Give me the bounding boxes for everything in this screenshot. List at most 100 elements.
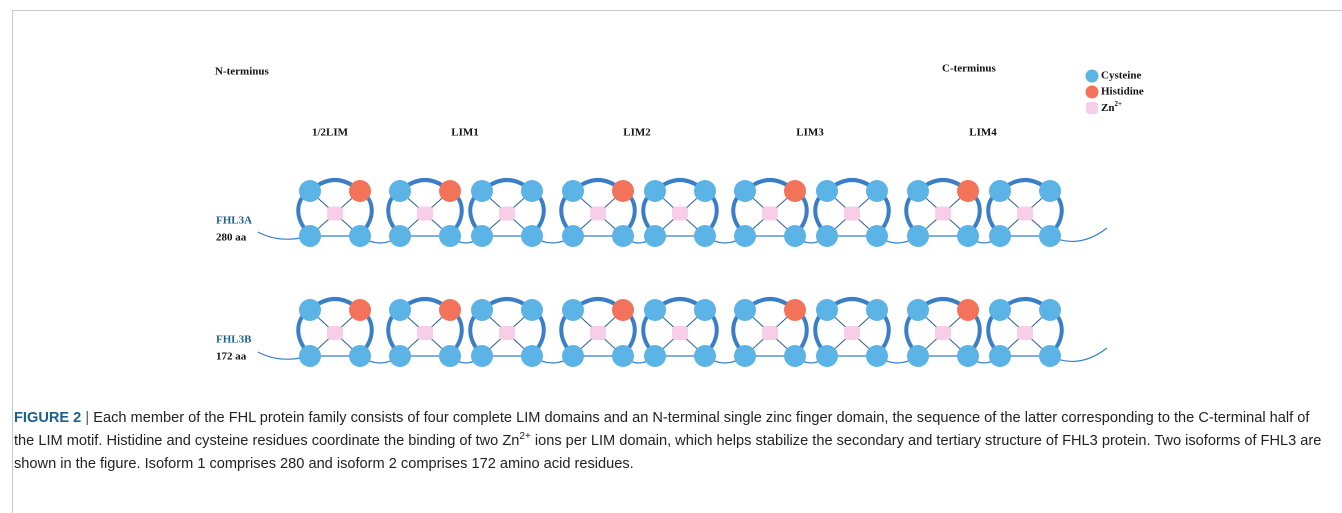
- cysteine: [694, 345, 716, 367]
- cysteine: [521, 225, 543, 247]
- cysteine: [521, 299, 543, 321]
- domain-label: 1/2LIM: [312, 127, 349, 139]
- cysteine: [1039, 345, 1061, 367]
- cysteine: [1039, 180, 1061, 202]
- legend-label: Histidine: [1101, 86, 1144, 98]
- legend-marker: [1086, 102, 1098, 114]
- cysteine: [816, 299, 838, 321]
- cysteine: [989, 180, 1011, 202]
- cysteine: [816, 225, 838, 247]
- page: N-terminus C-terminus Cysteine Histidine…: [0, 0, 1342, 513]
- legend-marker: [1086, 86, 1099, 99]
- cysteine: [612, 225, 634, 247]
- cysteine: [439, 345, 461, 367]
- cysteine: [734, 225, 756, 247]
- cysteine: [439, 225, 461, 247]
- cysteine: [644, 345, 666, 367]
- cysteine: [389, 180, 411, 202]
- cysteine: [989, 345, 1011, 367]
- zinc-ion: [762, 207, 778, 221]
- cysteine: [471, 180, 493, 202]
- caption-separator: |: [85, 410, 89, 426]
- cysteine: [866, 180, 888, 202]
- zinc-ion: [499, 207, 515, 221]
- zinc-ion: [327, 207, 343, 221]
- cysteine: [1039, 225, 1061, 247]
- diagram: N-terminus C-terminus Cysteine Histidine…: [0, 0, 1342, 400]
- cysteine: [866, 299, 888, 321]
- domain-label: LIM2: [623, 127, 651, 139]
- zinc-ion: [844, 326, 860, 340]
- cysteine: [1039, 299, 1061, 321]
- cysteine: [299, 180, 321, 202]
- histidine: [612, 180, 634, 202]
- isoform-length: 172 aa: [216, 351, 247, 363]
- domain-label: LIM1: [451, 127, 479, 139]
- cysteine: [907, 345, 929, 367]
- backbone: [258, 228, 1107, 243]
- cysteine: [612, 345, 634, 367]
- cysteine: [957, 345, 979, 367]
- cysteine: [784, 345, 806, 367]
- zinc-ion: [762, 326, 778, 340]
- cysteine: [471, 299, 493, 321]
- zinc-ion: [327, 326, 343, 340]
- legend-label: Cysteine: [1101, 70, 1141, 82]
- zinc-ion: [672, 207, 688, 221]
- cysteine: [644, 225, 666, 247]
- histidine: [349, 299, 371, 321]
- cysteine: [644, 299, 666, 321]
- cysteine: [816, 180, 838, 202]
- cysteine: [734, 180, 756, 202]
- cysteine: [299, 225, 321, 247]
- histidine: [349, 180, 371, 202]
- cysteine: [694, 299, 716, 321]
- isoform-name: FHL3B: [216, 334, 252, 346]
- n-terminus: N-terminus: [215, 66, 269, 78]
- legend-marker: [1086, 70, 1099, 83]
- zinc-ion: [417, 207, 433, 221]
- cysteine: [562, 225, 584, 247]
- superscript: 2+: [1114, 100, 1122, 108]
- zinc-ion: [1017, 207, 1033, 221]
- cysteine: [989, 225, 1011, 247]
- cysteine: [907, 225, 929, 247]
- histidine: [957, 180, 979, 202]
- cysteine: [521, 180, 543, 202]
- backbone: [258, 348, 1107, 363]
- cysteine: [734, 299, 756, 321]
- cysteine: [907, 299, 929, 321]
- caption-label: FIGURE 2: [14, 410, 81, 426]
- cysteine: [866, 225, 888, 247]
- histidine: [784, 299, 806, 321]
- isoform-length: 280 aa: [216, 232, 247, 244]
- cysteine: [866, 345, 888, 367]
- zinc-ion: [1017, 326, 1033, 340]
- zinc-ion: [590, 326, 606, 340]
- legend-label: Zn: [1101, 102, 1114, 114]
- cysteine: [349, 225, 371, 247]
- legend-label: Zn2+: [1101, 100, 1122, 114]
- cysteine: [299, 299, 321, 321]
- cysteine: [562, 299, 584, 321]
- cysteine: [349, 345, 371, 367]
- histidine: [784, 180, 806, 202]
- zinc-ion: [417, 326, 433, 340]
- histidine: [439, 299, 461, 321]
- cysteine: [521, 345, 543, 367]
- cysteine: [694, 180, 716, 202]
- cysteine: [907, 180, 929, 202]
- cysteine: [562, 345, 584, 367]
- cysteine: [471, 345, 493, 367]
- histidine: [439, 180, 461, 202]
- domain-label: LIM3: [796, 127, 824, 139]
- cysteine: [694, 225, 716, 247]
- zinc-ion: [935, 207, 951, 221]
- superscript: 2+: [519, 431, 530, 442]
- isoform-name: FHL3A: [216, 215, 252, 227]
- zinc-ion: [844, 207, 860, 221]
- c-terminus: C-terminus: [942, 63, 996, 75]
- cysteine: [562, 180, 584, 202]
- histidine: [612, 299, 634, 321]
- zinc-ion: [499, 326, 515, 340]
